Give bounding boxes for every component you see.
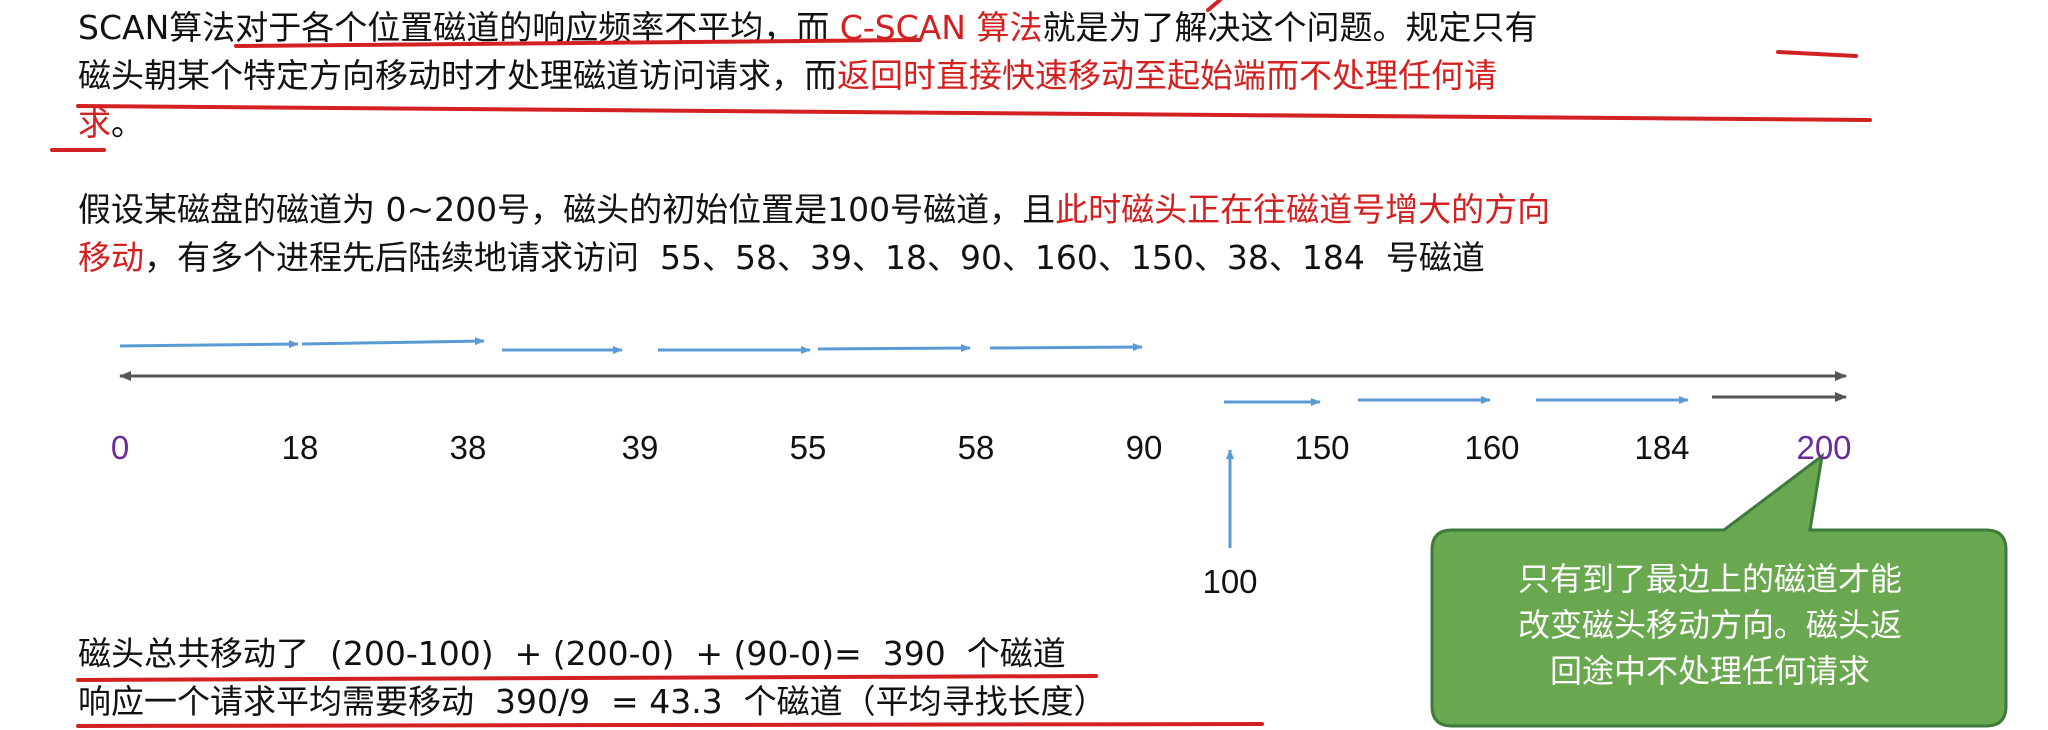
move-arrow-18-38 xyxy=(301,337,485,346)
callout-line: 改变磁头移动方向。磁头返 xyxy=(1517,606,1902,644)
text-segment: 就是为了解决这个问题。规定只有 xyxy=(1042,8,1538,47)
track-label-18: 18 xyxy=(281,429,319,466)
underline-intro-3 xyxy=(76,104,1872,122)
scenario-paragraph: 假设某磁盘的磁道为 0~200号，磁头的初始位置是100号磁道，且此时磁头正在往… xyxy=(78,186,1550,282)
callout-text: 只有到了最边上的磁道才能 改变磁头移动方向。磁头返 回途中不处理任何请求 xyxy=(1440,556,1980,694)
callout-line: 回途中不处理任何请求 xyxy=(1549,652,1870,690)
text-segment: ，有多个进程先后陆续地请求访问 55、58、39、18、90、160、150、3… xyxy=(144,238,1485,277)
track-label-90: 90 xyxy=(1125,429,1163,466)
annotation-underlines xyxy=(50,0,1872,728)
callout-bubble xyxy=(1430,452,2008,728)
text-segment: 此时磁头正在往磁道号增大的方向 xyxy=(1055,190,1551,229)
text-segment: 移动 xyxy=(78,238,144,277)
text-segment: 求 xyxy=(78,104,111,143)
track-label-160: 160 xyxy=(1464,429,1520,466)
track-label-150: 150 xyxy=(1294,429,1350,466)
underline-summary-2 xyxy=(76,722,1264,728)
track-label-55: 55 xyxy=(789,429,827,466)
text-segment: 。 xyxy=(111,104,144,143)
track-label-0: 0 xyxy=(110,429,130,466)
text-segment: 磁头朝某个特定方向移动时才处理磁道访问请求，而 xyxy=(78,56,837,95)
summary-total-movement: 磁头总共移动了 (200-100) + (200-0) + (90-0)= 39… xyxy=(78,634,1066,673)
text-segment: 返回时直接快速移动至起始端而不处理任何请 xyxy=(837,56,1497,95)
track-label-184: 184 xyxy=(1634,429,1690,466)
track-label-200: 200 xyxy=(1796,429,1852,466)
underline-summary-1 xyxy=(76,674,1098,682)
track-label-58: 58 xyxy=(957,429,995,466)
callout-line: 只有到了最边上的磁道才能 xyxy=(1517,560,1902,598)
underline-intro-2 xyxy=(1776,50,1858,58)
intro-paragraph: SCAN算法对于各个位置磁道的响应频率不平均，而 C-SCAN 算法就是为了解决… xyxy=(78,4,1537,148)
return-path-arrows xyxy=(119,337,1143,354)
move-arrow-55-58 xyxy=(817,344,971,353)
summary-average-seek: 响应一个请求平均需要移动 390/9 = 43.3 个磁道（平均寻找长度） xyxy=(78,682,1107,721)
initial-head-label: 100 xyxy=(1202,563,1258,600)
track-label-38: 38 xyxy=(449,429,487,466)
initial-sweep-arrows xyxy=(1224,396,1689,406)
track-label-39: 39 xyxy=(621,429,659,466)
check-mark xyxy=(1206,0,1222,12)
move-arrow-0-18 xyxy=(119,340,299,349)
text-segment: 假设某磁盘的磁道为 0~200号，磁头的初始位置是100号磁道，且 xyxy=(78,190,1056,229)
move-arrow-58-90 xyxy=(989,343,1143,352)
underline-intro-1 xyxy=(234,38,922,48)
